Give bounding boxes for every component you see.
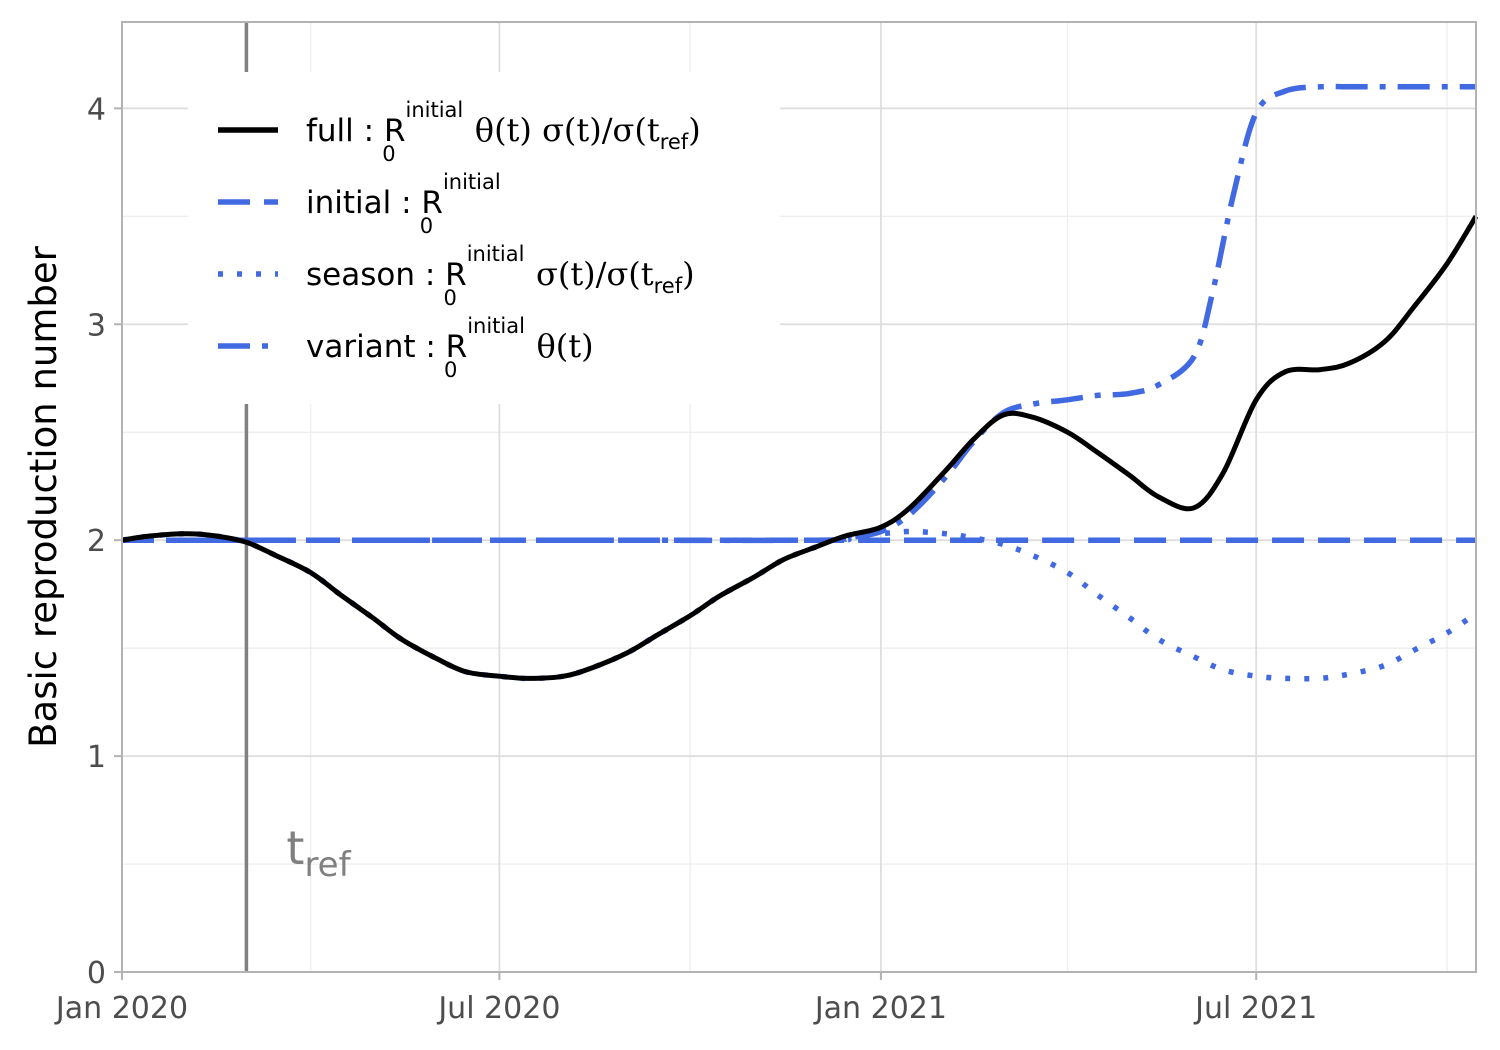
legend-background (188, 72, 780, 404)
series-line-variant (121, 83, 1476, 544)
legend-formula-subscript: 0 (443, 286, 456, 310)
legend-formula-superscript: initial (467, 314, 525, 338)
axes: 0 1 2 3 4 Jan 2020 Jul 2020 Jan 2021 Jul 2021 (54, 92, 1317, 1026)
legend-formula-r: R (421, 185, 443, 221)
y-tick-label: 2 (87, 524, 106, 559)
legend-formula-r: R (446, 329, 468, 365)
legend-label-initial: initial : Rinitial 0 (306, 170, 501, 238)
legend-formula-superscript: initial (443, 170, 501, 194)
legend: full : Rinitial 0 θ(t) σ(t)/σ(tref)initia… (188, 72, 780, 404)
y-tick-label: 3 (87, 308, 106, 343)
y-tick-label: 0 (87, 956, 106, 991)
legend-label-variant: variant : Rinitial 0 θ(t) (306, 314, 594, 382)
legend-formula-rest: θ(t) σ(t)/σ(t (465, 111, 660, 149)
legend-formula-rest: θ(t) (526, 327, 593, 365)
legend-formula-superscript: initial (406, 98, 464, 122)
legend-label-full: full : Rinitial 0 θ(t) σ(t)/σ(tref) (306, 98, 701, 166)
x-tick-label: Jul 2020 (436, 991, 560, 1026)
legend-formula-r: R (445, 257, 467, 293)
x-tick-label: Jan 2021 (813, 991, 947, 1026)
legend-series-name: full : (306, 113, 384, 149)
reference-line-label-subscript: ref (304, 845, 351, 885)
legend-series-name: season : (306, 257, 445, 293)
legend-formula-subscript: 0 (382, 142, 395, 166)
x-tick-label: Jul 2021 (1193, 991, 1317, 1026)
legend-formula-rest: σ(t)/σ(t (526, 255, 654, 293)
legend-series-name: initial : (306, 185, 421, 221)
y-tick-label: 1 (87, 740, 106, 775)
legend-formula-rest-subscript: ref (660, 130, 689, 154)
legend-formula-subscript: 0 (420, 214, 433, 238)
legend-series-name: variant : (306, 329, 446, 365)
legend-formula-tail: ) (688, 111, 700, 149)
panel-border (121, 21, 1477, 973)
legend-formula-r: R (384, 113, 406, 149)
legend-formula-subscript: 0 (444, 358, 457, 382)
y-axis-title: Basic reproduction number (22, 245, 65, 748)
series-line-full (121, 215, 1479, 681)
legend-formula-superscript: initial (467, 242, 525, 266)
legend-formula-tail: ) (682, 255, 694, 293)
x-tick-label: Jan 2020 (54, 991, 188, 1026)
y-tick-label: 4 (87, 92, 106, 127)
series-group (121, 83, 1479, 682)
legend-label-season: season : Rinitial 0 σ(t)/σ(tref) (306, 242, 695, 310)
legend-formula-rest-subscript: ref (654, 274, 683, 298)
